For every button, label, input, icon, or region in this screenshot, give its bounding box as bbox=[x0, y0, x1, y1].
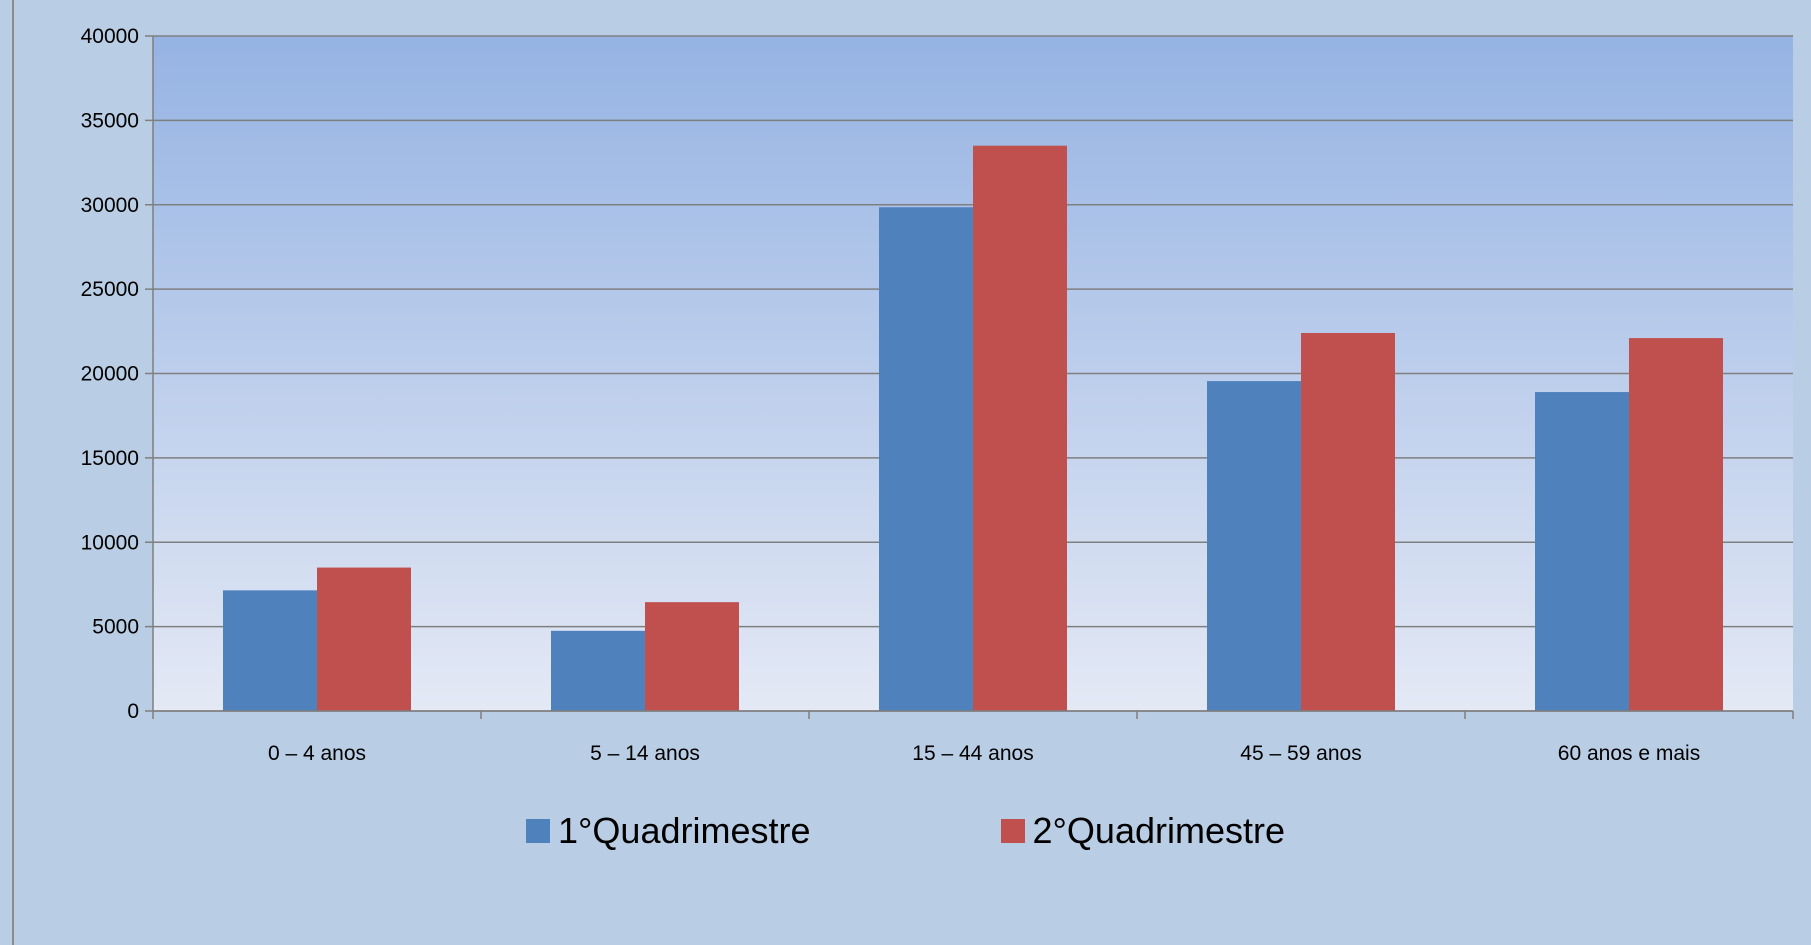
legend: 1°Quadrimestre 2°Quadrimestre bbox=[0, 810, 1811, 852]
bar-series-2 bbox=[645, 602, 739, 711]
legend-item-series-1: 1°Quadrimestre bbox=[526, 810, 811, 852]
bar-series-2 bbox=[1629, 338, 1723, 711]
y-tick-label: 20000 bbox=[81, 363, 139, 386]
x-tick-label: 60 anos e mais bbox=[1558, 742, 1700, 765]
x-tick-label: 45 – 59 anos bbox=[1240, 742, 1361, 765]
bar-series-1 bbox=[1535, 392, 1629, 711]
y-tick-label: 40000 bbox=[81, 25, 139, 48]
legend-label-series-2: 2°Quadrimestre bbox=[1032, 810, 1286, 851]
legend-label-series-1: 1°Quadrimestre bbox=[558, 810, 811, 851]
y-tick-label: 35000 bbox=[81, 109, 139, 132]
y-tick-label: 15000 bbox=[81, 447, 139, 470]
bar-series-2 bbox=[317, 567, 411, 711]
y-tick-label: 25000 bbox=[81, 278, 139, 301]
x-tick-label: 0 – 4 anos bbox=[268, 742, 366, 765]
x-tick-label: 5 – 14 anos bbox=[590, 742, 700, 765]
x-tick-label: 15 – 44 anos bbox=[912, 742, 1033, 765]
axes bbox=[145, 35, 1794, 719]
y-tick-label: 10000 bbox=[81, 531, 139, 554]
legend-swatch-series-1 bbox=[526, 819, 550, 843]
legend-item-series-2: 2°Quadrimestre bbox=[1000, 810, 1286, 852]
bars bbox=[223, 145, 1723, 711]
bar-series-1 bbox=[223, 590, 317, 711]
bar-series-1 bbox=[1207, 381, 1301, 711]
bar-series-1 bbox=[551, 630, 645, 711]
bar-series-2 bbox=[1301, 333, 1395, 711]
legend-swatch-series-2 bbox=[1000, 819, 1025, 843]
y-tick-label: 5000 bbox=[92, 616, 139, 639]
bar-series-1 bbox=[879, 207, 973, 711]
tick-labels: 0 5000 10000 15000 20000 25000 30000 35000 40000… bbox=[81, 25, 1701, 765]
y-tick-label: 30000 bbox=[81, 194, 139, 217]
y-tick-label: 0 bbox=[127, 700, 139, 723]
bar-series-2 bbox=[973, 145, 1067, 711]
